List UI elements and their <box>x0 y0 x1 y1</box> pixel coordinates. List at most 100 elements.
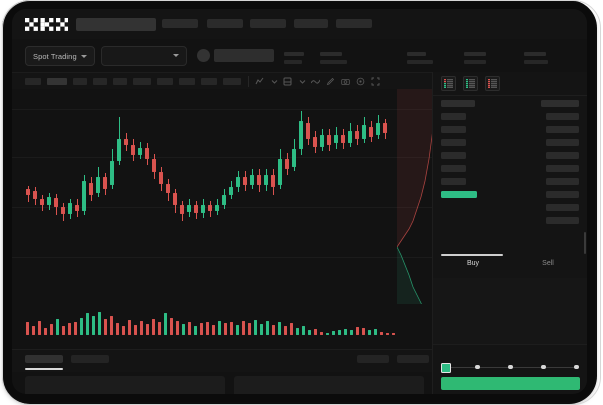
candle-body <box>131 145 135 155</box>
timeframe-9[interactable] <box>201 78 217 85</box>
candle-body <box>348 131 352 143</box>
top-navigation-bar <box>12 9 587 39</box>
orderbook-ask-amount-1[interactable] <box>546 113 579 120</box>
orderbook-last-price[interactable] <box>441 191 477 198</box>
tab-sell[interactable]: Sell <box>542 260 554 267</box>
orderbook-ask-row-6[interactable] <box>441 178 466 185</box>
toolbar-divider <box>248 76 249 87</box>
candle-body <box>89 183 93 195</box>
okx-logo-icon[interactable] <box>25 18 68 31</box>
slider-tick-100[interactable] <box>574 364 579 369</box>
orders-tab-2[interactable] <box>71 355 109 363</box>
candle-body <box>145 148 149 159</box>
market-stat-3-value <box>407 60 433 64</box>
orderbook-ask-row-5[interactable] <box>441 165 466 172</box>
orderbook-ask-amount-5[interactable] <box>546 165 579 172</box>
orderbook-last-amount[interactable] <box>546 191 579 198</box>
orders-panel-1[interactable] <box>25 376 225 394</box>
nav-item-1[interactable] <box>162 19 198 28</box>
timeframe-3[interactable] <box>73 78 87 85</box>
candle-body <box>110 161 114 185</box>
tab-buy[interactable]: Buy <box>466 260 480 267</box>
nav-item-5[interactable] <box>336 19 372 28</box>
volume-bar <box>326 333 329 335</box>
submit-buy-button[interactable] <box>441 377 580 390</box>
timeframe-6[interactable] <box>133 78 151 85</box>
orderbook-mode-bids-icon[interactable] <box>463 76 478 91</box>
settings-icon[interactable] <box>356 77 365 86</box>
timeframe-4[interactable] <box>93 78 107 85</box>
volume-bar <box>146 324 149 335</box>
timeframe-10[interactable] <box>223 78 241 85</box>
candle-body <box>222 195 226 205</box>
candle-body <box>103 177 107 189</box>
orders-panel-2[interactable] <box>234 376 424 394</box>
slider-tick-50[interactable] <box>508 364 513 369</box>
orderbook-scrollbar[interactable] <box>584 232 586 254</box>
orderbook-header-col-1[interactable] <box>441 100 475 107</box>
camera-icon[interactable] <box>341 77 350 86</box>
orderbook-ask-amount-3[interactable] <box>546 139 579 146</box>
order-field-3[interactable] <box>433 322 587 345</box>
timeframe-2[interactable] <box>47 78 67 85</box>
volume-bar <box>44 328 47 335</box>
nav-item-2[interactable] <box>207 19 243 28</box>
orderbook-ask-row-2[interactable] <box>441 126 466 133</box>
orderbook-ask-row-4[interactable] <box>441 152 466 159</box>
timeframe-5[interactable] <box>113 78 127 85</box>
pencil-icon[interactable] <box>326 77 335 86</box>
order-field-2[interactable] <box>433 300 587 323</box>
candle-body <box>320 135 324 147</box>
order-field-1[interactable] <box>433 278 587 301</box>
orders-tab-1[interactable] <box>25 355 63 363</box>
candle-body <box>61 207 65 214</box>
orderbook-bid-amount-1[interactable] <box>546 204 579 211</box>
line-style-icon[interactable] <box>311 77 320 86</box>
candlestick-chart[interactable] <box>12 89 432 304</box>
orderbook-ask-amount-4[interactable] <box>546 152 579 159</box>
timeframe-7[interactable] <box>157 78 173 85</box>
orderbook-mode-both-icon[interactable] <box>441 76 456 91</box>
orderbook-mode-asks-icon[interactable] <box>485 76 500 91</box>
timeframe-1[interactable] <box>25 78 41 85</box>
nav-item-4[interactable] <box>294 19 328 28</box>
market-type-dropdown[interactable]: Spot Trading <box>25 46 95 66</box>
candle-body <box>96 177 100 193</box>
volume-bar <box>116 323 119 335</box>
timeframe-8[interactable] <box>179 78 195 85</box>
orderbook-bid-amount-2[interactable] <box>546 217 579 224</box>
slider-handle[interactable] <box>441 363 451 373</box>
volume-bar <box>218 321 221 335</box>
volume-bar <box>308 330 311 335</box>
volume-bar <box>242 321 245 335</box>
orders-action-1[interactable] <box>357 355 389 363</box>
slider-tick-25[interactable] <box>475 364 480 369</box>
orders-tab-bar <box>12 349 432 372</box>
slider-tick-75[interactable] <box>541 364 546 369</box>
orderbook-ask-row-1[interactable] <box>441 113 466 120</box>
orderbook-ask-row-3[interactable] <box>441 139 466 146</box>
nav-item-3[interactable] <box>250 19 286 28</box>
chevron-down-icon <box>80 54 87 58</box>
orders-action-2[interactable] <box>397 355 429 363</box>
search-input[interactable] <box>76 18 156 31</box>
pair-select[interactable] <box>101 46 187 66</box>
orderbook-ask-amount-2[interactable] <box>546 126 579 133</box>
candle-body <box>334 135 338 143</box>
compare-icon[interactable] <box>283 77 292 86</box>
orderbook-header-col-2[interactable] <box>541 100 579 107</box>
amount-slider[interactable] <box>441 362 580 373</box>
volume-bar <box>92 316 95 335</box>
orderbook-ask-amount-6[interactable] <box>546 178 579 185</box>
chevron-down-icon[interactable] <box>298 77 307 86</box>
orderbook-view-modes <box>441 76 500 91</box>
volume-bar <box>338 330 341 335</box>
volume-bar <box>122 326 125 335</box>
volume-bar <box>110 316 113 335</box>
fullscreen-icon[interactable] <box>371 77 380 86</box>
candle-body <box>117 139 121 161</box>
chevron-down-icon[interactable] <box>270 77 279 86</box>
candle-body <box>271 175 275 187</box>
indicators-icon[interactable] <box>255 77 264 86</box>
candle-body <box>243 177 247 185</box>
